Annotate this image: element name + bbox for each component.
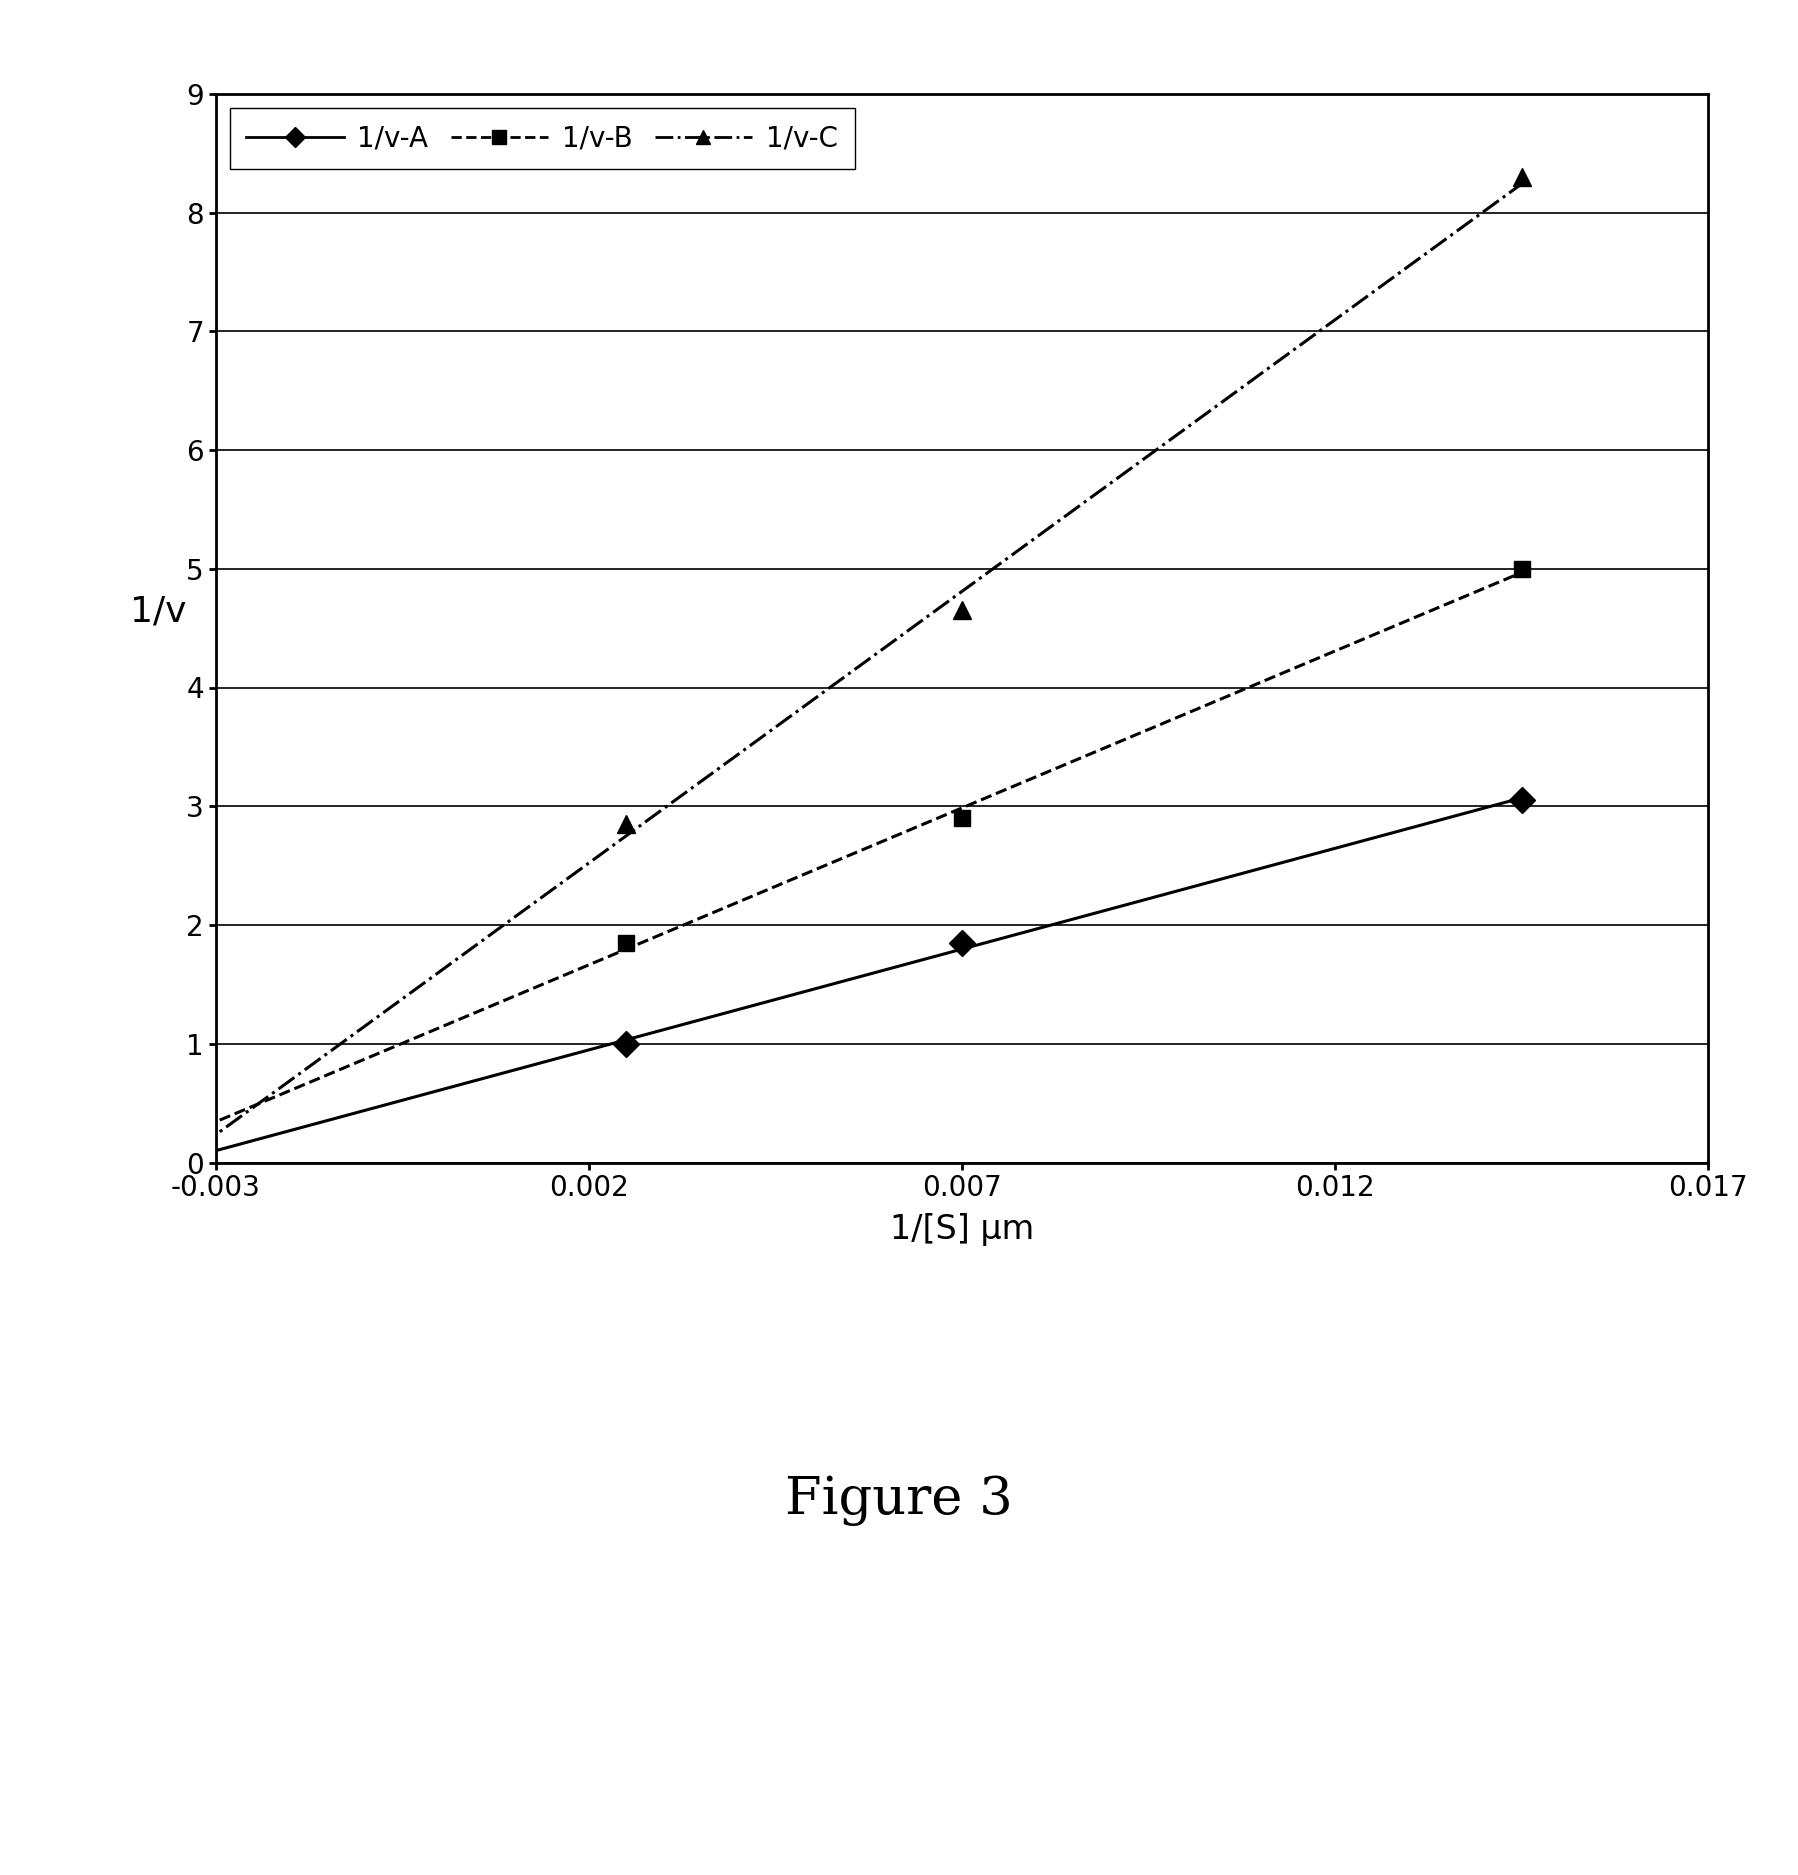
Y-axis label: 1/v: 1/v xyxy=(129,594,187,628)
X-axis label: 1/[S] μm: 1/[S] μm xyxy=(890,1213,1034,1247)
Legend: 1/v-A, 1/v-B, 1/v-C: 1/v-A, 1/v-B, 1/v-C xyxy=(230,107,854,169)
Text: Figure 3: Figure 3 xyxy=(786,1474,1012,1526)
